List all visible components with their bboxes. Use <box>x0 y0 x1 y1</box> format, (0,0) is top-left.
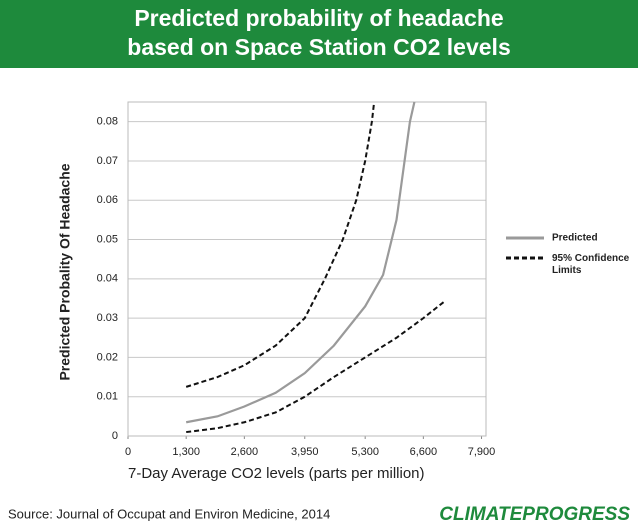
x-tick-label: 6,600 <box>410 446 438 458</box>
x-tick-label: 5,300 <box>351 446 379 458</box>
legend-label: Predicted <box>552 233 598 244</box>
series-line <box>185 101 416 424</box>
logo: CLIMATEPROGRESS <box>439 504 630 525</box>
x-tick-label: 0 <box>125 446 131 458</box>
y-tick-label: 0.07 <box>97 155 118 167</box>
y-tick-label: 0.02 <box>97 351 118 363</box>
y-axis-title: Predicted Probality Of Headache <box>57 163 73 380</box>
chart-title: Predicted probability of headache based o… <box>127 5 510 60</box>
x-tick-label: 7,900 <box>468 446 496 458</box>
y-tick-label: 0.06 <box>97 194 118 206</box>
series-line <box>185 101 376 388</box>
plot-frame <box>127 101 487 437</box>
y-tick-label: 0.05 <box>97 233 118 245</box>
series-line <box>186 299 447 434</box>
y-tick-label: 0 <box>112 430 118 442</box>
x-tick-label: 1,300 <box>172 446 200 458</box>
y-tick-label: 0.03 <box>97 312 118 324</box>
y-tick-label: 0.01 <box>97 391 118 403</box>
y-tick-label: 0.04 <box>97 273 118 285</box>
legend-label: 95% Confidence Limits <box>552 253 630 276</box>
source-note: Source: Journal of Occupat and Environ M… <box>8 506 330 521</box>
y-tick-label: 0.08 <box>97 116 118 128</box>
x-tick-label: 2,600 <box>231 446 259 458</box>
x-tick-label: 3,950 <box>291 446 319 458</box>
x-axis-title: 7-Day Average CO2 levels (parts per mill… <box>128 465 425 482</box>
header-band <box>0 0 638 68</box>
